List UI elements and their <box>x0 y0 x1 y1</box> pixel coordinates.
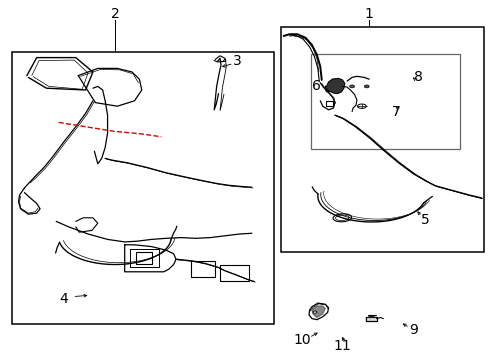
Text: 4: 4 <box>59 292 68 306</box>
Text: 6: 6 <box>312 80 321 93</box>
Text: 1: 1 <box>364 8 373 21</box>
Ellipse shape <box>312 311 316 313</box>
Text: 10: 10 <box>293 333 310 347</box>
Polygon shape <box>311 306 325 318</box>
Polygon shape <box>325 78 344 94</box>
Text: 3: 3 <box>232 54 241 68</box>
Text: 7: 7 <box>391 105 400 118</box>
Text: 5: 5 <box>420 213 429 226</box>
Text: 8: 8 <box>413 71 422 84</box>
Text: 9: 9 <box>408 324 417 337</box>
Bar <box>12 52 273 324</box>
Bar <box>281 27 483 252</box>
Bar <box>310 54 459 149</box>
Text: 11: 11 <box>333 339 350 352</box>
Text: 2: 2 <box>110 8 119 21</box>
Ellipse shape <box>364 85 368 88</box>
Ellipse shape <box>349 85 354 88</box>
